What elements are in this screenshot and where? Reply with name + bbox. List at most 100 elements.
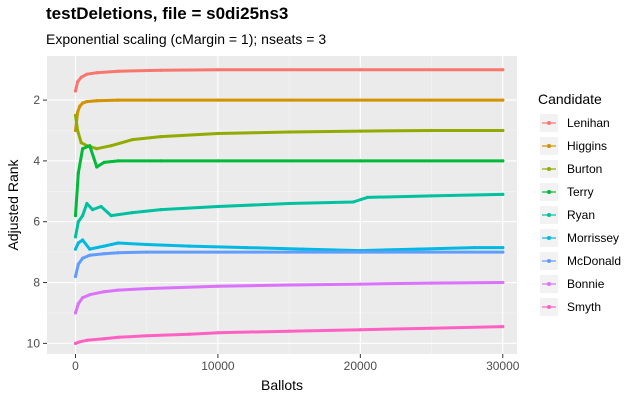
data-point-bonnie	[429, 281, 434, 285]
data-point-terry	[81, 147, 85, 151]
data-point-bonnie	[216, 284, 220, 288]
data-point-burton	[109, 144, 113, 148]
legend-label-lenihan: Lenihan	[567, 116, 610, 130]
legend-title: Candidate	[538, 91, 602, 107]
data-point-mcdonald	[88, 253, 92, 257]
data-point-higgins	[85, 100, 89, 104]
data-point-smyth	[216, 331, 220, 335]
legend-label-higgins: Higgins	[567, 139, 607, 153]
data-point-ryan	[85, 201, 89, 206]
data-point-terry	[116, 159, 120, 163]
data-point-smyth	[429, 326, 434, 330]
data-point-ryan	[287, 201, 291, 206]
series-line-morrissey	[74, 238, 505, 253]
series-line-mcdonald	[74, 250, 505, 278]
data-point-higgins	[116, 98, 120, 102]
x-tick-label: 0	[72, 359, 79, 373]
data-point-bonnie	[287, 283, 291, 287]
data-point-higgins	[501, 98, 505, 102]
data-point-bonnie	[102, 290, 106, 294]
data-point-burton	[216, 131, 220, 136]
data-point-higgins	[95, 99, 99, 103]
y-tick-label: 4	[33, 154, 40, 168]
data-point-burton	[76, 128, 80, 133]
data-point-mcdonald	[76, 262, 80, 266]
data-point-terry	[216, 159, 220, 163]
data-point-mcdonald	[102, 252, 106, 256]
data-point-terry	[501, 159, 505, 163]
data-point-bonnie	[358, 282, 362, 286]
x-tick-label: 30000	[486, 359, 520, 373]
data-point-smyth	[501, 325, 505, 329]
data-point-morrissey	[244, 246, 248, 250]
legend-label-smyth: Smyth	[567, 300, 601, 314]
legend: Lenihan Higgins Burton Terry Ryan Morrissey Mc…	[540, 114, 621, 316]
data-point-ryan	[130, 211, 135, 215]
data-point-ryan	[73, 235, 78, 239]
legend-label-burton: Burton	[567, 162, 602, 176]
x-axis-label: Ballots	[261, 377, 303, 393]
data-point-morrissey	[301, 247, 305, 251]
x-tick-label: 20000	[344, 359, 378, 373]
data-point-higgins	[76, 110, 80, 114]
data-point-ryan	[109, 214, 113, 218]
data-point-lenihan	[76, 80, 80, 84]
data-point-burton	[130, 138, 135, 142]
data-point-lenihan	[85, 72, 89, 76]
data-point-burton	[429, 128, 434, 133]
data-point-lenihan	[73, 89, 78, 93]
data-point-ryan	[365, 195, 370, 199]
data-point-morrissey	[116, 241, 120, 245]
data-point-bonnie	[501, 280, 505, 285]
data-point-terry	[73, 214, 78, 218]
chart-title: testDeletions, file = s0di25ns3	[46, 4, 289, 23]
legend-key-point-morrissey	[547, 236, 551, 240]
legend-label-ryan: Ryan	[567, 208, 595, 222]
data-point-smyth	[358, 328, 362, 332]
data-point-morrissey	[73, 247, 78, 251]
data-point-terry	[358, 159, 362, 163]
legend-key-point-terry	[547, 190, 551, 194]
data-point-morrissey	[88, 247, 92, 251]
y-tick-label: 2	[33, 93, 40, 107]
data-point-higgins	[78, 104, 82, 108]
data-point-lenihan	[216, 68, 220, 72]
data-point-mcdonald	[145, 250, 149, 254]
data-point-lenihan	[116, 69, 120, 73]
legend-key-point-lenihan	[547, 121, 551, 125]
data-point-morrissey	[415, 247, 419, 251]
data-point-lenihan	[358, 68, 362, 72]
data-point-burton	[501, 128, 505, 133]
data-point-morrissey	[81, 238, 85, 242]
data-point-ryan	[91, 208, 95, 212]
legend-key-point-higgins	[547, 144, 551, 148]
data-point-ryan	[81, 214, 85, 218]
data-point-smyth	[187, 332, 191, 336]
legend-label-morrissey: Morrissey	[567, 231, 619, 245]
legend-key-point-ryan	[547, 213, 551, 217]
data-point-higgins	[216, 98, 220, 102]
data-point-burton	[73, 113, 78, 117]
y-tick-label: 10	[27, 336, 41, 350]
data-point-bonnie	[145, 287, 149, 291]
data-point-terry	[95, 165, 99, 169]
data-point-smyth	[102, 337, 106, 341]
data-point-smyth	[116, 335, 120, 339]
data-point-mcdonald	[501, 250, 505, 254]
legend-label-bonnie: Bonnie	[567, 277, 605, 291]
data-point-lenihan	[159, 68, 163, 72]
data-point-lenihan	[95, 71, 99, 75]
data-point-burton	[79, 141, 83, 145]
data-point-morrissey	[472, 246, 476, 250]
data-point-burton	[95, 147, 99, 151]
data-point-burton	[159, 135, 163, 139]
data-point-morrissey	[102, 244, 106, 248]
data-point-smyth	[73, 341, 78, 345]
data-point-terry	[159, 159, 163, 163]
data-point-lenihan	[501, 68, 505, 72]
y-axis-label: Adjusted Rank	[5, 158, 21, 250]
data-point-ryan	[351, 200, 355, 204]
data-point-lenihan	[79, 75, 83, 79]
data-point-bonnie	[81, 296, 85, 300]
data-point-terry	[76, 171, 80, 175]
